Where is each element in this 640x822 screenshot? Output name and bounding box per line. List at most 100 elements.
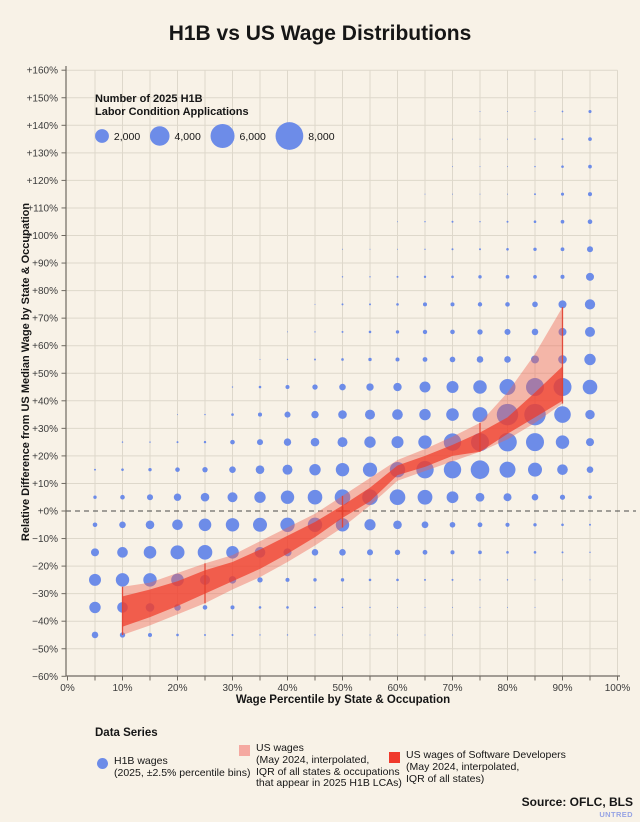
h1b-bubble (282, 464, 293, 475)
h1b-bubble (446, 491, 459, 504)
h1b-bubble (391, 436, 404, 449)
h1b-bubble (389, 489, 406, 506)
h1b-bubble (424, 606, 426, 608)
h1b-bubble (560, 219, 565, 224)
h1b-bubble (280, 517, 295, 532)
h1b-bubble (392, 409, 403, 420)
chart-title: H1B vs US Wage Distributions (168, 22, 472, 45)
h1b-bubble (589, 523, 591, 526)
h1b-bubble (285, 577, 290, 582)
h1b-bubble (280, 490, 295, 504)
y-tick-label: +130% (27, 148, 59, 159)
y-tick-label: +10% (32, 479, 58, 490)
h1b-bubble (450, 550, 455, 555)
h1b-bubble (451, 220, 454, 223)
h1b-bubble (507, 138, 508, 140)
h1b-bubble (586, 246, 594, 253)
bubble-size-legend-title-line1: Number of 2025 H1B (95, 93, 203, 105)
legend-item-us-wages: US wages (May 2024, interpolated, IQR of… (256, 742, 402, 790)
h1b-bubble (534, 193, 536, 196)
h1b-bubble (533, 551, 537, 554)
h1b-bubble (424, 634, 426, 636)
h1b-bubble (582, 379, 598, 395)
h1b-bubble (506, 247, 509, 251)
h1b-bubble (561, 110, 564, 113)
h1b-bubble (476, 356, 484, 363)
h1b-bubble (589, 551, 591, 554)
h1b-bubble (202, 466, 208, 473)
h1b-bubble (531, 328, 539, 336)
h1b-bubble (479, 248, 481, 251)
h1b-bubble (417, 489, 433, 505)
h1b-bubble (172, 519, 183, 531)
h1b-bubble (499, 461, 516, 478)
h1b-bubble (115, 573, 130, 587)
h1b-bubble (89, 601, 101, 614)
h1b-bubble (587, 219, 593, 225)
size-legend-bubble (95, 129, 109, 143)
h1b-bubble (505, 274, 510, 279)
h1b-bubble (335, 462, 350, 477)
h1b-bubble (226, 546, 239, 559)
h1b-bubble (452, 166, 453, 168)
h1b-bubble (506, 579, 509, 581)
h1b-bubble (311, 549, 319, 556)
h1b-bubble (148, 467, 152, 472)
h1b-bubble (369, 606, 371, 609)
x-tick-label: 60% (387, 683, 407, 694)
h1b-bubble (422, 357, 428, 362)
h1b-bubble (561, 551, 564, 554)
h1b-bubble (284, 411, 291, 418)
y-tick-label: +110% (27, 203, 58, 214)
h1b-bubble (339, 383, 346, 391)
h1b-bubble (533, 523, 537, 527)
x-tick-label: 30% (222, 683, 242, 694)
h1b-bubble (559, 494, 566, 500)
h1b-bubble (507, 166, 508, 168)
bubble-size-legend-title: Number of 2025 H1B Labor Condition Appli… (95, 93, 249, 119)
h1b-bubble (451, 248, 454, 251)
h1b-bubble (286, 634, 289, 636)
h1b-bubble (314, 331, 316, 333)
h1b-bubble (366, 383, 374, 391)
h1b-bubble (561, 523, 564, 527)
h1b-bubble (585, 326, 595, 337)
h1b-bubble (443, 460, 462, 479)
h1b-bubble (257, 412, 263, 417)
x-axis-title: Wage Percentile by State & Occupation (235, 694, 451, 706)
h1b-bubble (311, 410, 319, 419)
h1b-bubble (286, 358, 289, 361)
h1b-bubble (506, 551, 509, 554)
x-tick-label: 40% (277, 683, 297, 694)
h1b-bubble (342, 248, 343, 250)
h1b-bubble (560, 247, 565, 252)
h1b-bubble (312, 384, 318, 390)
h1b-bubble (419, 381, 431, 393)
h1b-bubble (585, 409, 595, 420)
h1b-series-swatch-icon (97, 758, 108, 769)
h1b-bubble (258, 606, 262, 609)
h1b-bubble (314, 606, 316, 609)
h1b-bubble (364, 519, 376, 531)
h1b-bubble (197, 545, 213, 560)
h1b-bubble (93, 495, 97, 499)
bubble-size-legend-title-line2: Labor Condition Applications (95, 106, 249, 118)
h1b-bubble (119, 521, 126, 529)
h1b-bubble (259, 358, 261, 360)
x-tick-label: 100% (605, 683, 631, 694)
h1b-bubble (285, 385, 290, 390)
h1b-bubble (531, 493, 539, 501)
h1b-bubble (369, 276, 371, 278)
h1b-bubble (421, 521, 429, 529)
h1b-bubble (340, 578, 345, 582)
h1b-bubble (287, 331, 288, 333)
h1b-bubble (117, 547, 128, 558)
h1b-bubble (364, 436, 376, 448)
h1b-bubble (423, 275, 427, 279)
x-tick-label: 10% (112, 683, 132, 694)
data-series-legend-title: Data Series (95, 727, 158, 739)
h1b-bubble (479, 166, 481, 168)
h1b-bubble (585, 438, 595, 447)
h1b-bubble (557, 464, 568, 475)
